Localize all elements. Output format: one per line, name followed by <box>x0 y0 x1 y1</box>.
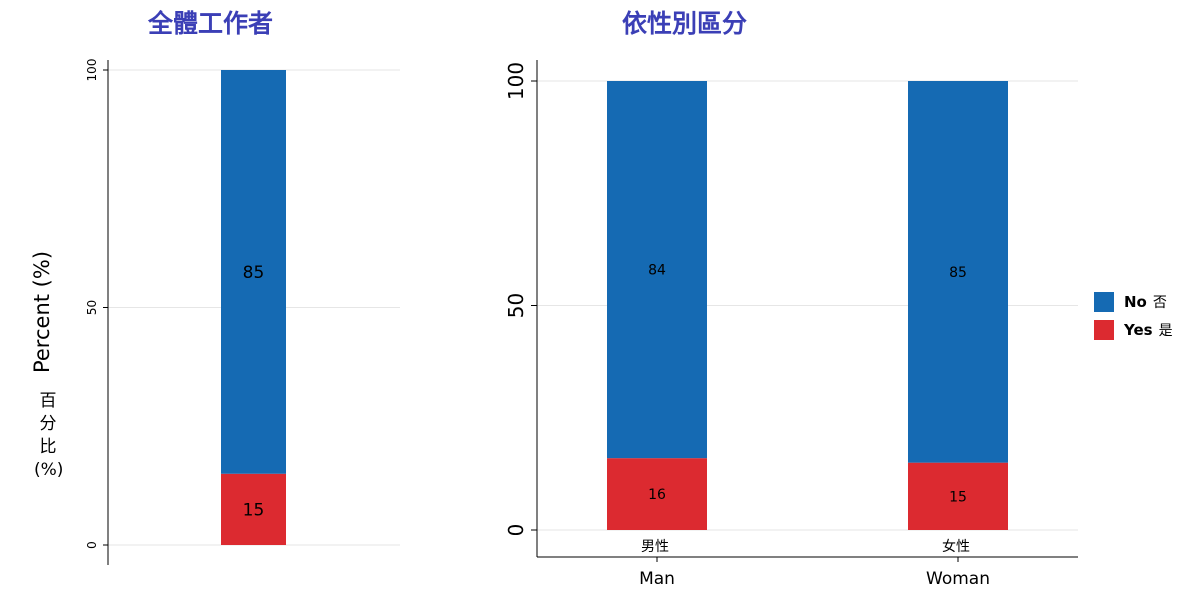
data-label: 84 <box>648 263 666 279</box>
legend-swatch-yes <box>1094 320 1114 340</box>
y-tick-label: 50 <box>85 300 99 315</box>
data-label: 15 <box>243 500 265 520</box>
y-label-cn-char: (%) <box>34 460 64 480</box>
bar-segment-yes <box>607 458 707 530</box>
bar-segment-yes <box>221 473 286 545</box>
data-label: 85 <box>243 263 265 283</box>
right-plot-area <box>478 40 1178 600</box>
legend-item-no: No 否 <box>1094 292 1173 312</box>
bar-segment-no <box>221 70 286 474</box>
legend-swatch-no <box>1094 292 1114 312</box>
right-stacked-bar-chart: 0 50 100 16 84 男性 Man 15 85 女性 Woman <box>504 60 1078 589</box>
legend-label-no-cn: 否 <box>1152 295 1167 311</box>
data-label: 85 <box>949 265 967 281</box>
y-tick-label: 100 <box>85 59 99 82</box>
y-label-cn-char: 比 <box>39 437 57 457</box>
y-tick-label: 0 <box>504 524 528 537</box>
x-category-label: Woman <box>926 569 990 589</box>
bar-segment-no <box>607 81 707 459</box>
left-plot-area <box>10 40 420 580</box>
bar-segment-no <box>908 81 1008 463</box>
x-category-label: Man <box>639 569 675 589</box>
legend-label-no: No <box>1124 293 1147 311</box>
legend-item-yes: Yes 是 <box>1094 320 1173 340</box>
right-chart-title: 依性別區分 <box>622 9 748 38</box>
y-tick-label: 50 <box>504 293 528 318</box>
y-label-cn-char: 百 <box>39 391 57 411</box>
y-tick-label: 0 <box>85 541 99 549</box>
data-label: 15 <box>949 489 967 505</box>
legend-label-yes-cn: 是 <box>1158 323 1173 339</box>
x-category-label-cn: 女性 <box>942 538 970 555</box>
bar-segment-yes <box>908 462 1008 530</box>
legend-label-yes: Yes <box>1124 321 1153 339</box>
data-label: 16 <box>648 487 666 503</box>
left-chart-title: 全體工作者 <box>148 9 274 38</box>
y-tick-label: 100 <box>504 62 528 100</box>
y-label-cn-char: 分 <box>39 414 57 434</box>
legend: No 否 Yes 是 <box>1094 292 1173 348</box>
left-y-axis-label-cn: 百 分 比 (%) <box>34 390 64 482</box>
x-category-label-cn: 男性 <box>641 539 669 555</box>
left-stacked-bar-chart: 0 50 100 15 85 <box>85 59 400 565</box>
